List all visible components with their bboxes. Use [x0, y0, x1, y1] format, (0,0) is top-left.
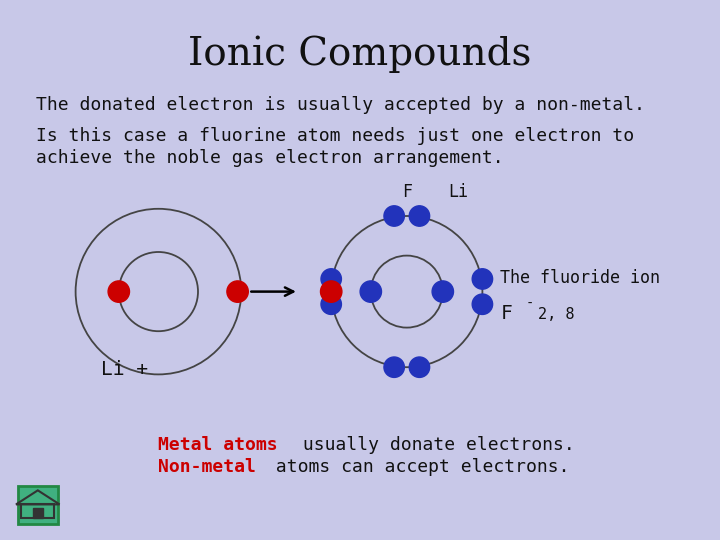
Text: Metal atoms: Metal atoms [158, 436, 278, 455]
Text: Is this case a fluorine atom needs just one electron to: Is this case a fluorine atom needs just … [36, 127, 634, 145]
Circle shape [432, 281, 454, 302]
FancyBboxPatch shape [18, 486, 58, 524]
Text: The fluoride ion: The fluoride ion [500, 269, 660, 287]
Text: Li: Li [449, 183, 469, 200]
Text: F: F [500, 303, 512, 323]
Circle shape [320, 281, 342, 302]
Circle shape [384, 206, 405, 226]
Circle shape [360, 281, 382, 302]
Circle shape [472, 294, 492, 314]
Text: atoms can accept electrons.: atoms can accept electrons. [265, 458, 570, 476]
Circle shape [321, 294, 341, 314]
Circle shape [472, 269, 492, 289]
Text: F: F [402, 183, 412, 200]
Text: Ionic Compounds: Ionic Compounds [189, 35, 531, 73]
Circle shape [321, 269, 341, 289]
Text: Non-metal: Non-metal [158, 458, 256, 476]
Text: The donated electron is usually accepted by a non-metal.: The donated electron is usually accepted… [36, 96, 645, 114]
Text: -: - [526, 296, 534, 310]
Text: Li +: Li + [101, 360, 148, 380]
Circle shape [108, 281, 130, 302]
Text: usually donate electrons.: usually donate electrons. [292, 436, 575, 455]
Circle shape [227, 281, 248, 302]
Text: 2, 8: 2, 8 [538, 307, 575, 322]
Circle shape [384, 357, 405, 377]
Polygon shape [33, 508, 42, 518]
Circle shape [409, 357, 430, 377]
Circle shape [409, 206, 430, 226]
Text: achieve the noble gas electron arrangement.: achieve the noble gas electron arrangeme… [36, 149, 503, 167]
